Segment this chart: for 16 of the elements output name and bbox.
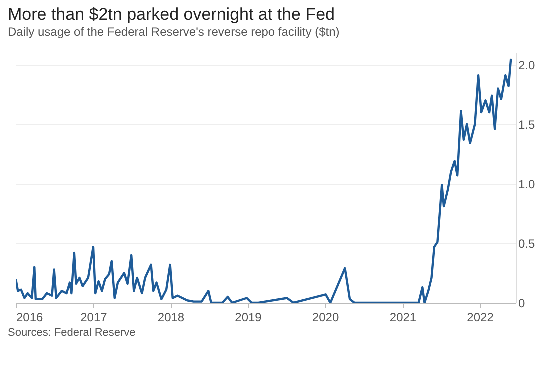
x-tick-label: 2020 bbox=[312, 310, 340, 324]
chart-subtitle: Daily usage of the Federal Reserve's reverse repo facility ($tn) bbox=[8, 25, 340, 39]
x-tick-label: 2022 bbox=[467, 310, 494, 324]
source-note: Sources: Federal Reserve bbox=[8, 327, 136, 339]
chart-title: More than $2tn parked overnight at the Fed bbox=[8, 5, 335, 24]
y-tick-label: 0.5 bbox=[518, 236, 536, 251]
y-tick-label: 1.5 bbox=[518, 118, 536, 132]
line-series bbox=[16, 58, 512, 303]
y-tick-label: 0 bbox=[518, 296, 526, 310]
x-tick-label: 2018 bbox=[158, 310, 185, 324]
x-tick-label: 2021 bbox=[390, 310, 417, 324]
y-tick-label: 2.0 bbox=[518, 58, 536, 72]
x-tick-label: 2019 bbox=[235, 310, 262, 324]
x-tick-label: 2017 bbox=[80, 310, 108, 324]
y-tick-label: 1.0 bbox=[518, 177, 536, 192]
x-tick-label: 2016 bbox=[16, 310, 44, 324]
